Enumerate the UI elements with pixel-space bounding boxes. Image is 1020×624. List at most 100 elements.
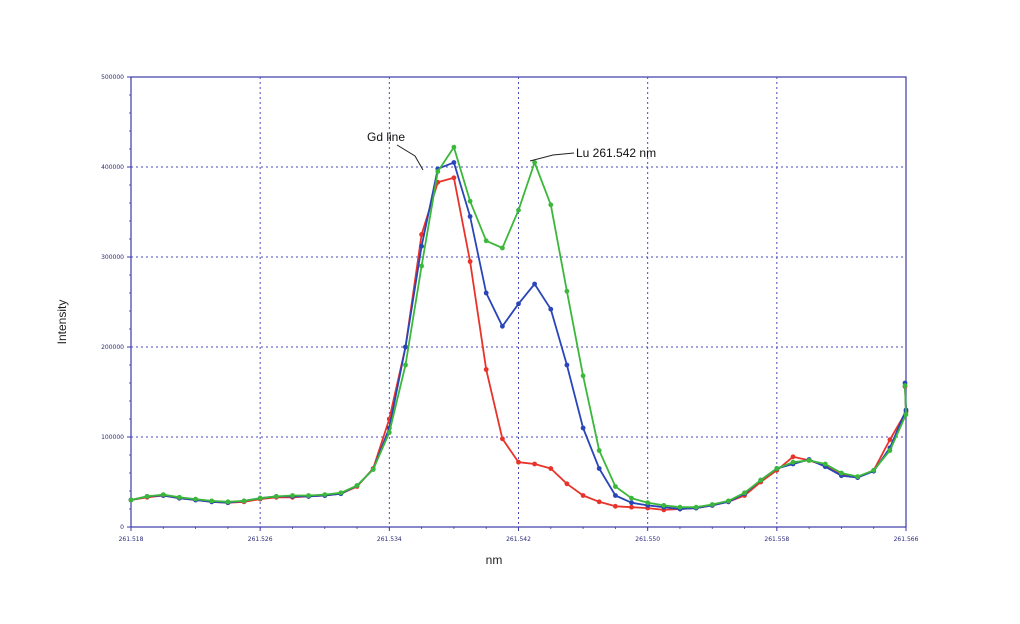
data-point — [419, 232, 424, 237]
data-point — [467, 198, 473, 204]
data-point — [532, 160, 537, 165]
data-point — [273, 494, 279, 499]
data-point — [580, 373, 586, 379]
x-tick-label: 261.518 — [119, 536, 144, 543]
data-point — [629, 504, 634, 510]
y-tick-label: 300000 — [101, 254, 124, 261]
data-point — [386, 430, 392, 435]
data-point — [903, 412, 909, 417]
data-point — [726, 498, 731, 504]
data-point — [500, 436, 505, 442]
y-tick-label: 0 — [120, 524, 124, 531]
data-point — [467, 259, 473, 264]
annotation-gd-line: Gd line — [367, 130, 405, 144]
x-tick-label: 261.526 — [248, 536, 273, 543]
data-point — [467, 214, 473, 219]
data-point — [483, 290, 489, 296]
data-point — [322, 492, 328, 497]
data-point — [241, 498, 247, 504]
annotation-group: Gd line Lu 261.542 nm — [367, 130, 656, 171]
data-point — [790, 454, 796, 460]
grid-lines — [131, 77, 906, 527]
data-point — [596, 499, 602, 505]
data-point — [693, 504, 699, 510]
y-tick-label: 200000 — [101, 344, 124, 351]
data-point — [677, 504, 683, 510]
y-axis-title: Intensity — [55, 300, 69, 345]
data-point — [435, 169, 441, 174]
data-point — [419, 243, 424, 249]
series-line-3 — [130, 146, 907, 509]
data-point — [516, 459, 521, 465]
data-point — [177, 494, 182, 500]
x-tick-label: 261.534 — [377, 536, 402, 543]
data-point — [887, 448, 893, 453]
data-point — [806, 458, 812, 463]
data-point — [403, 362, 408, 368]
data-point — [564, 288, 570, 294]
data-point — [338, 490, 344, 496]
data-point — [403, 344, 408, 350]
data-point — [419, 263, 424, 269]
data-point — [451, 175, 457, 181]
data-point — [483, 238, 489, 244]
data-point — [532, 281, 537, 287]
data-point — [839, 470, 844, 476]
data-point — [902, 383, 908, 389]
data-point — [290, 493, 295, 498]
data-point — [871, 467, 877, 473]
data-point — [144, 494, 150, 499]
data-point — [596, 466, 602, 471]
data-point — [564, 362, 570, 368]
data-point — [709, 502, 715, 507]
y-tick-labels: 0 100000 200000 300000 400000 500000 — [101, 74, 124, 531]
data-point — [209, 498, 215, 504]
data-point — [451, 144, 457, 150]
data-point — [516, 301, 521, 307]
annotation-lu-line: Lu 261.542 nm — [576, 146, 656, 160]
data-point — [613, 493, 618, 498]
y-tick-label: 400000 — [101, 164, 124, 171]
data-point — [160, 492, 166, 497]
x-tick-label: 261.566 — [894, 536, 919, 543]
data-point — [629, 495, 634, 501]
data-point — [822, 461, 828, 467]
data-point — [758, 477, 764, 483]
data-point — [548, 466, 554, 471]
data-point — [483, 367, 489, 372]
data-point — [596, 448, 602, 453]
data-point — [645, 500, 651, 506]
data-point — [580, 425, 586, 431]
data-point — [774, 466, 780, 471]
data-point — [516, 207, 521, 213]
data-point — [564, 481, 570, 487]
x-tick-label: 261.550 — [635, 536, 660, 543]
data-point — [580, 493, 586, 498]
data-point — [548, 306, 554, 312]
data-point — [661, 503, 667, 508]
data-point — [257, 495, 263, 501]
data-point — [790, 459, 796, 465]
data-point — [855, 474, 860, 479]
x-tick-label: 261.558 — [764, 536, 789, 543]
data-point — [500, 245, 505, 251]
data-point — [613, 484, 618, 489]
data-point — [500, 323, 505, 329]
y-tick-label: 100000 — [101, 434, 124, 441]
data-point — [306, 493, 311, 498]
data-point — [532, 461, 537, 467]
data-point — [354, 483, 360, 488]
x-axis-title: nm — [486, 553, 503, 567]
data-point — [742, 490, 747, 496]
data-point — [613, 503, 618, 509]
data-point — [451, 160, 457, 165]
data-point — [225, 499, 231, 505]
data-point — [193, 496, 199, 502]
axis-ticks — [127, 76, 907, 531]
data-point — [629, 500, 634, 506]
x-tick-labels: 261.518 261.526 261.534 261.542 261.550 261.5… — [119, 536, 919, 543]
gd-line-leader — [396, 144, 424, 171]
data-point — [370, 467, 376, 472]
y-tick-label: 500000 — [101, 74, 124, 81]
